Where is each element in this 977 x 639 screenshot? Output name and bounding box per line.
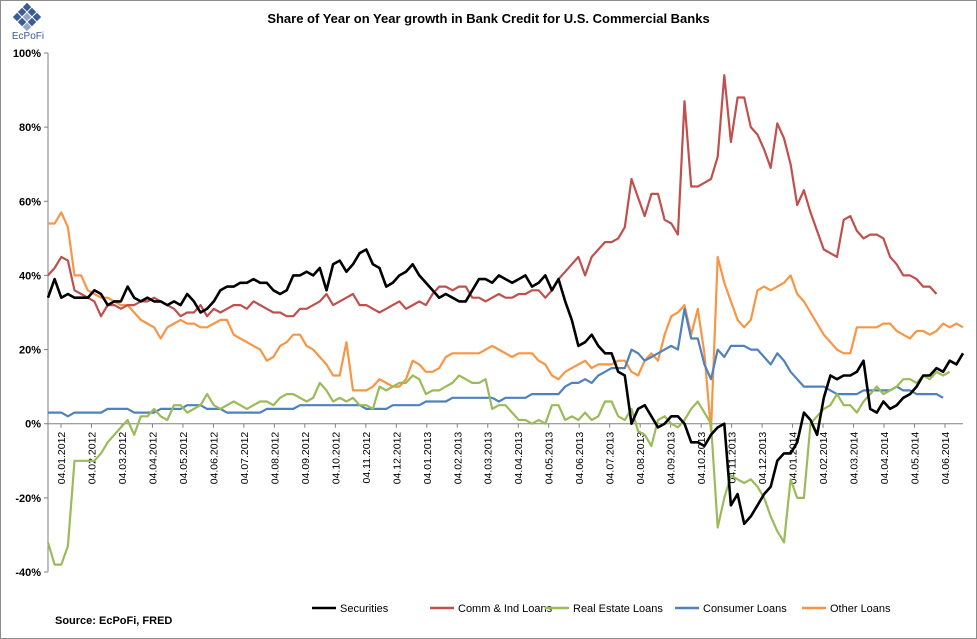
y-tick-label: 20% (19, 345, 41, 357)
chart-axes: 100% 80% 60% 40% 20% 0% -20% -40% 04.01.2012 04.0… (13, 48, 963, 579)
series-line-real-estate-loans (46, 370, 951, 566)
legend-label-comm-ind-loans: Comm & Ind Loans (458, 603, 553, 615)
x-tick-label: 04.09.2013 (666, 432, 678, 485)
x-tick-label: 04.06.2014 (940, 432, 952, 485)
x-tick-label: 04.07.2013 (605, 432, 617, 485)
ecpofi-logo (6, 2, 56, 47)
legend-label-real-estate-loans: Real Estate Loans (573, 603, 663, 615)
y-tick-label: 40% (19, 270, 41, 282)
x-tick-label: 04.04.2014 (879, 432, 891, 485)
logo-text: EcPoFi (11, 31, 45, 42)
y-tick-label: 80% (19, 122, 41, 134)
x-tick-label: 04.04.2012 (147, 432, 159, 485)
x-tick-label: 04.02.2012 (86, 432, 98, 485)
y-tick-label: -20% (15, 493, 41, 505)
x-tick-label: 04.07.2012 (239, 432, 251, 485)
x-tick-label: 04.05.2014 (910, 432, 922, 485)
x-tick-label: 04.08.2013 (635, 432, 647, 485)
x-tick-label: 04.04.2013 (513, 432, 525, 485)
x-tick-label: 04.09.2012 (300, 432, 312, 485)
series-line-consumer-loans (48, 307, 944, 418)
legend-label-securities: Securities (340, 603, 389, 615)
series-line-securities (46, 248, 965, 526)
x-tick-label: 04.01.2012 (56, 432, 68, 485)
x-tick-label: 04.11.2013 (727, 432, 739, 484)
x-tick-label: 04.03.2013 (483, 432, 495, 485)
x-tick-label: 04.10.2012 (330, 432, 342, 485)
x-tick-label: 04.12.2012 (391, 432, 403, 485)
x-tick-label: 04.01.2013 (422, 432, 434, 485)
x-tick-label: 04.03.2012 (117, 432, 129, 485)
legend-label-consumer-loans: Consumer Loans (703, 603, 787, 615)
x-tick-label: 04.10.2013 (696, 432, 708, 485)
chart-title: Share of Year on Year growth in Bank Cre… (267, 11, 710, 26)
series-layer (46, 74, 965, 566)
legend-label-other-loans: Other Loans (830, 603, 891, 615)
y-tick-label: 0% (25, 419, 41, 431)
series-line-comm-ind-loans (47, 74, 938, 318)
x-tick-label: 04.12.2013 (757, 432, 769, 485)
x-tick-label: 04.08.2012 (269, 432, 281, 485)
x-tick-label: 04.11.2012 (361, 432, 373, 484)
x-tick-label: 04.02.2014 (818, 432, 830, 485)
x-tick-label: 04.02.2013 (452, 432, 464, 485)
y-tick-label: 100% (13, 48, 41, 60)
y-tick-label: 60% (19, 196, 41, 208)
y-tick-label: -40% (15, 567, 41, 579)
x-tick-label: 04.06.2013 (574, 432, 586, 485)
x-tick-label: 04.06.2012 (208, 432, 220, 485)
series-line-other-loans (48, 211, 964, 433)
x-tick-label: 04.05.2012 (178, 432, 190, 485)
x-tick-label: 04.03.2014 (849, 432, 861, 485)
source-note: Source: EcPoFi, FRED (55, 615, 173, 627)
chart-legend: Securities Comm & Ind Loans Real Estate Lo… (312, 603, 891, 615)
x-tick-label: 04.05.2013 (544, 432, 556, 485)
